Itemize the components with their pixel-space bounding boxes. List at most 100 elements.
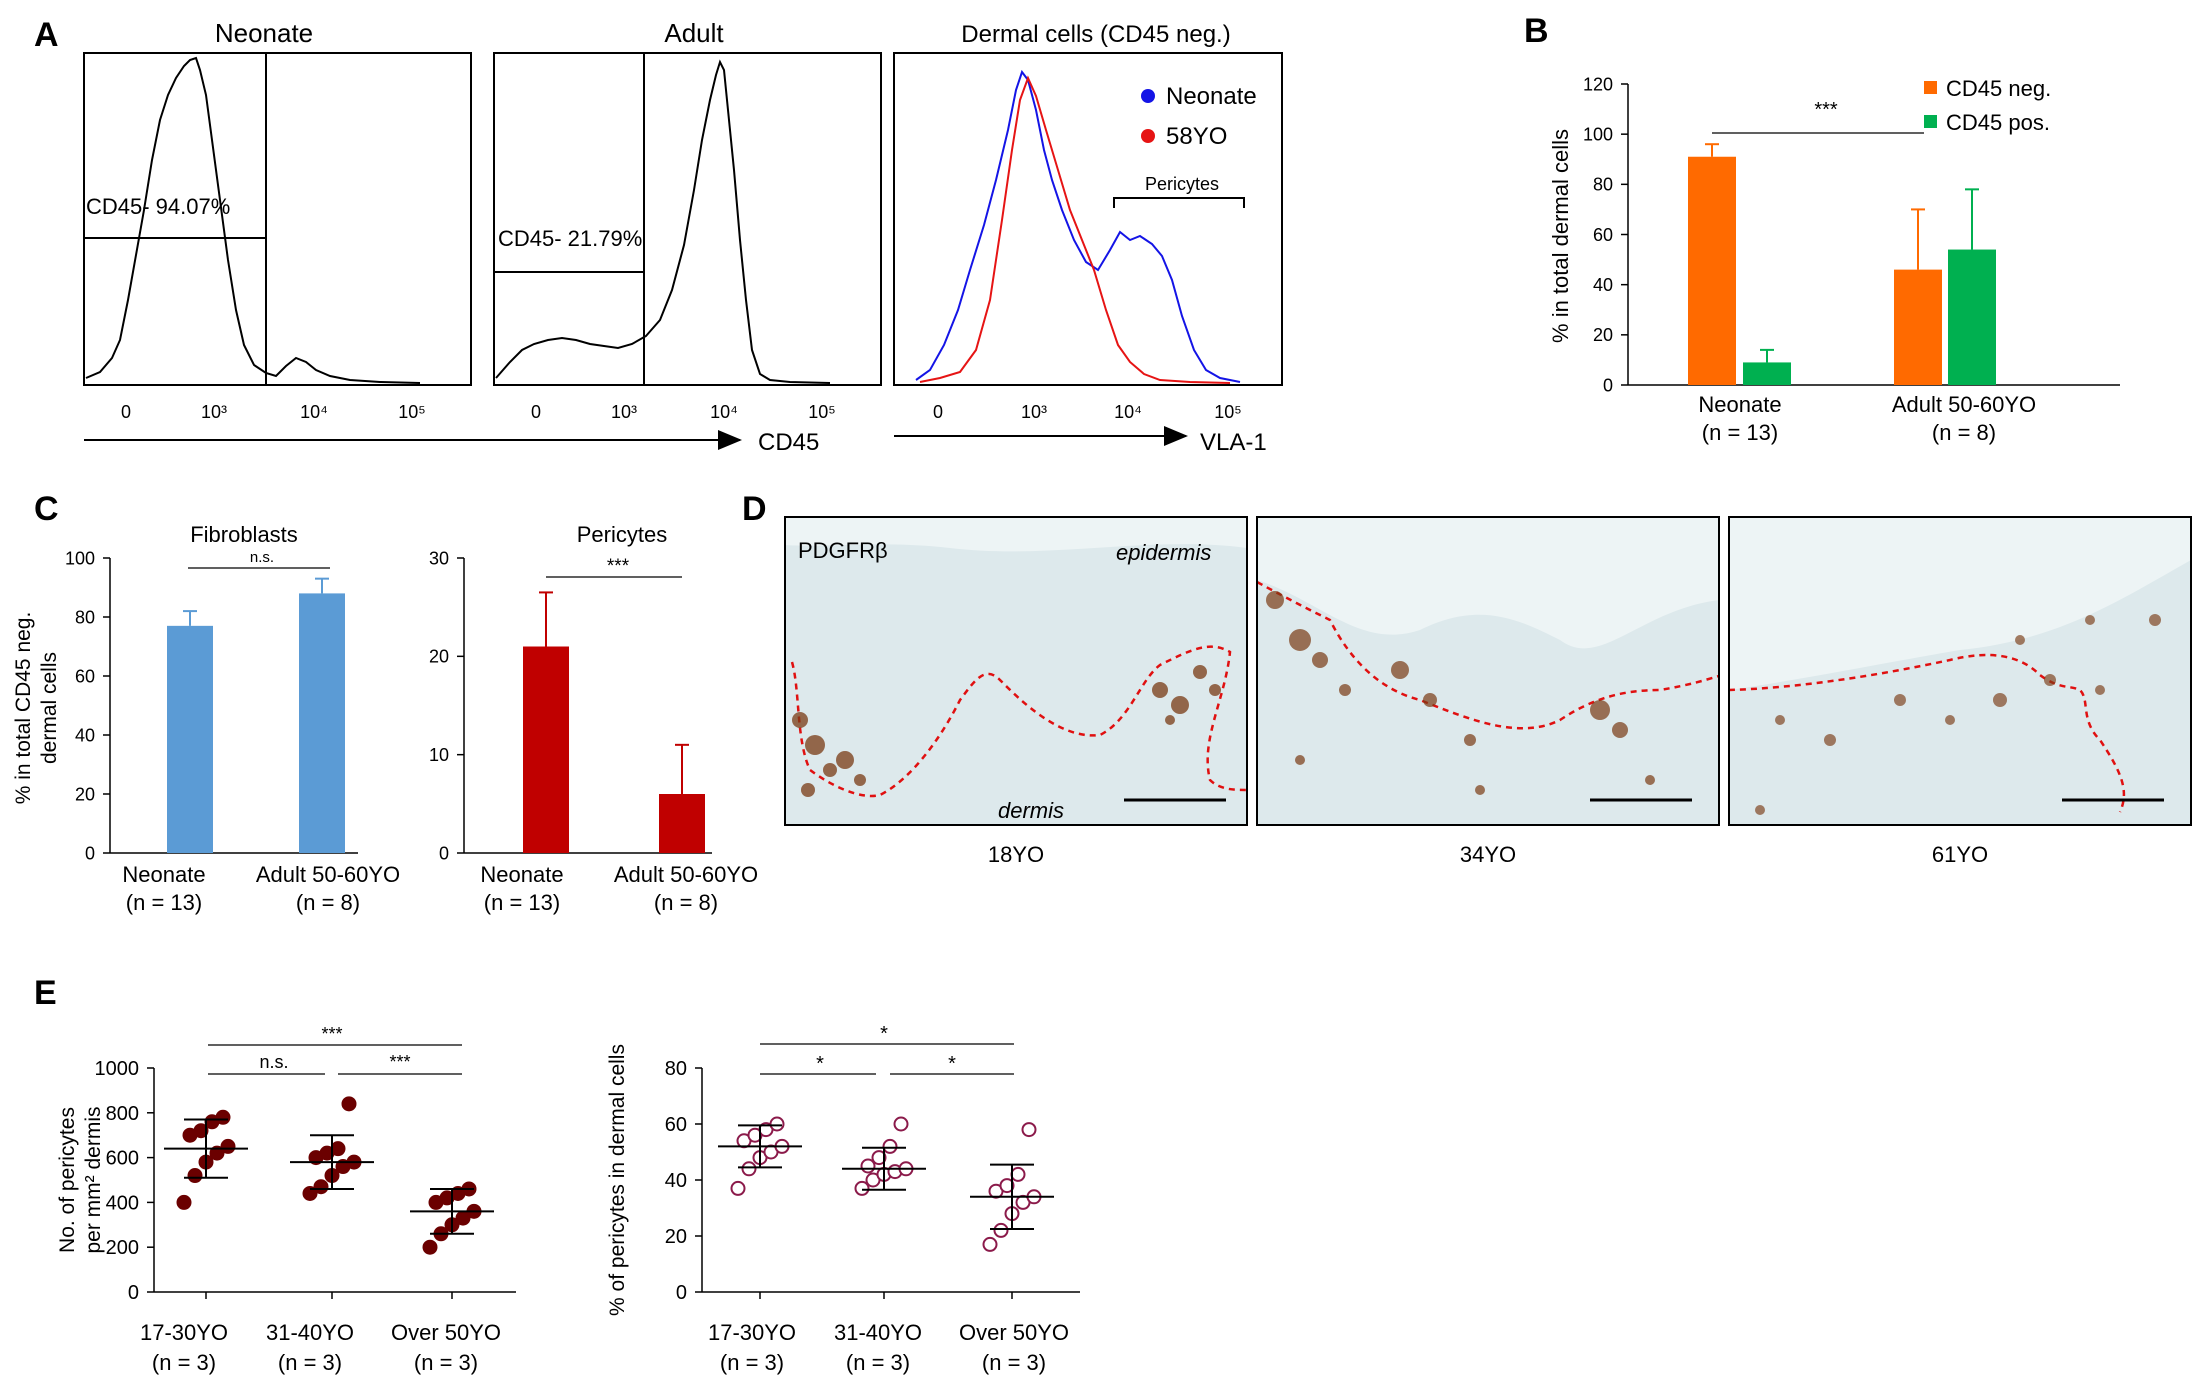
- tick-label: 10³: [611, 402, 637, 422]
- panel-d: PDGFRβ epidermis dermis 18YO 34YO: [784, 516, 2192, 867]
- epidermis-band: [1257, 517, 1719, 649]
- legend: Neonate 58YO: [1141, 83, 1257, 150]
- category-label: 31-40YO: [834, 1320, 922, 1345]
- histogram-adult-cd45: Adult CD45- 21.79% 0 10³ 10⁴ 10⁵: [493, 18, 882, 422]
- category-label: Adult 50-60YO: [614, 862, 758, 887]
- chart-title: Fibroblasts: [190, 522, 298, 547]
- y-tick-label: 1000: [95, 1058, 140, 1080]
- category-n-label: (n = 13): [484, 890, 560, 915]
- y-tick-label: 40: [1593, 275, 1613, 295]
- tick-label: 0: [531, 402, 541, 422]
- histology-tile-18yo: PDGFRβ epidermis dermis 18YO: [784, 516, 1248, 867]
- y-axis-label-line2: dermal cells: [38, 652, 61, 764]
- legend-marker-neonate: [1141, 89, 1155, 103]
- tick-label: 10⁴: [1114, 402, 1142, 422]
- y-axis-label: % in total dermal cells: [1548, 129, 1573, 343]
- y-tick-label: 20: [429, 647, 449, 667]
- histogram-title: Dermal cells (CD45 neg.): [961, 21, 1230, 48]
- significance-label: *: [948, 1053, 956, 1075]
- panel-e: No. of pericytes per mm² dermis 02004006…: [56, 1023, 1080, 1375]
- category-n-label: (n = 8): [1932, 420, 1996, 445]
- panel-b: % in total dermal cells 020406080100120 …: [1548, 74, 2120, 445]
- y-tick-label: 0: [676, 1282, 687, 1304]
- gate-label: CD45- 94.07%: [86, 194, 230, 219]
- axis-label-vla1: VLA-1: [1200, 429, 1267, 456]
- y-tick-label: 10: [429, 745, 449, 765]
- panel-letter-a: A: [34, 16, 59, 54]
- y-tick-label: 40: [665, 1170, 687, 1192]
- y-tick-label: 30: [429, 548, 449, 568]
- bar: [1688, 156, 1736, 385]
- y-tick-label: 0: [128, 1282, 139, 1304]
- significance-label: n.s.: [259, 1052, 288, 1072]
- category-n-label: (n = 8): [296, 890, 360, 915]
- chart-title: Pericytes: [577, 522, 667, 547]
- data-point: [313, 1179, 329, 1195]
- dermis-boundary: [1728, 653, 2126, 813]
- data-point: [422, 1239, 438, 1255]
- significance-label: *: [880, 1023, 888, 1045]
- y-tick-label: 40: [75, 725, 95, 745]
- bar: [167, 625, 213, 853]
- y-tick-label: 120: [1583, 74, 1613, 94]
- data-point: [882, 1138, 898, 1154]
- category-label: Over 50YO: [959, 1320, 1069, 1345]
- tick-label: 10⁵: [808, 402, 835, 422]
- y-axis-label: % in total CD45 neg.: [12, 612, 35, 805]
- category-n-label: (n = 3): [846, 1350, 910, 1375]
- tile-frame: [784, 516, 1248, 826]
- bar: [1948, 249, 1996, 385]
- tile-caption: 61YO: [1932, 842, 1988, 867]
- y-tick-label: 800: [106, 1103, 139, 1125]
- legend-label-neonate: Neonate: [1166, 83, 1257, 110]
- panel-letter-b: B: [1524, 12, 1549, 50]
- data-point: [1021, 1122, 1037, 1138]
- data-point: [993, 1222, 1009, 1238]
- stain-deposits: [1755, 614, 2161, 815]
- data-point: [330, 1141, 346, 1157]
- data-point: [215, 1109, 231, 1125]
- data-point: [209, 1145, 225, 1161]
- bar: [659, 794, 705, 853]
- y-tick-label: 100: [1583, 124, 1613, 144]
- data-point: [176, 1194, 192, 1210]
- tile-caption: 34YO: [1460, 842, 1516, 867]
- histology-tile-34yo: 34YO: [1256, 516, 1720, 867]
- category-label: Adult 50-60YO: [256, 862, 400, 887]
- y-axis-label: No. of pericytes: [56, 1107, 79, 1253]
- stain-deposits: [792, 665, 1221, 797]
- histogram-frame: [893, 52, 1283, 386]
- y-tick-label: 400: [106, 1192, 139, 1214]
- y-tick-label: 600: [106, 1148, 139, 1170]
- legend-swatch-cd45-neg: [1924, 81, 1937, 94]
- data-point: [341, 1096, 357, 1112]
- axis-label-cd45: CD45: [758, 429, 819, 456]
- histogram-frame: [83, 52, 472, 386]
- pericytes-bracket: [1113, 197, 1245, 208]
- significance-label: ***: [607, 556, 630, 577]
- data-point: [302, 1185, 318, 1201]
- category-n-label: (n = 3): [152, 1350, 216, 1375]
- data-point: [854, 1180, 870, 1196]
- y-tick-label: 60: [665, 1114, 687, 1136]
- stain-label: PDGFRβ: [798, 538, 888, 563]
- y-tick-label: 20: [665, 1226, 687, 1248]
- tile-caption: 18YO: [988, 842, 1044, 867]
- epidermis-band: [785, 517, 1247, 552]
- data-point: [730, 1180, 746, 1196]
- panel-letter-d: D: [742, 490, 767, 528]
- category-label: Neonate: [1698, 392, 1781, 417]
- significance-label: n.s.: [250, 549, 274, 566]
- y-tick-label: 80: [1593, 175, 1613, 195]
- panel-letter-c: C: [34, 490, 59, 528]
- category-n-label: (n = 8): [654, 890, 718, 915]
- category-n-label: (n = 3): [720, 1350, 784, 1375]
- y-tick-label: 200: [106, 1237, 139, 1259]
- histogram-neonate-cd45: Neonate CD45- 94.07% 0 10³ 10⁴ 10⁵: [83, 18, 472, 422]
- data-point: [982, 1236, 998, 1252]
- category-label: Neonate: [480, 862, 563, 887]
- histology-tile-61yo: 61YO: [1728, 516, 2192, 867]
- category-label: 31-40YO: [266, 1320, 354, 1345]
- y-tick-label: 0: [439, 843, 449, 863]
- y-tick-label: 20: [1593, 325, 1613, 345]
